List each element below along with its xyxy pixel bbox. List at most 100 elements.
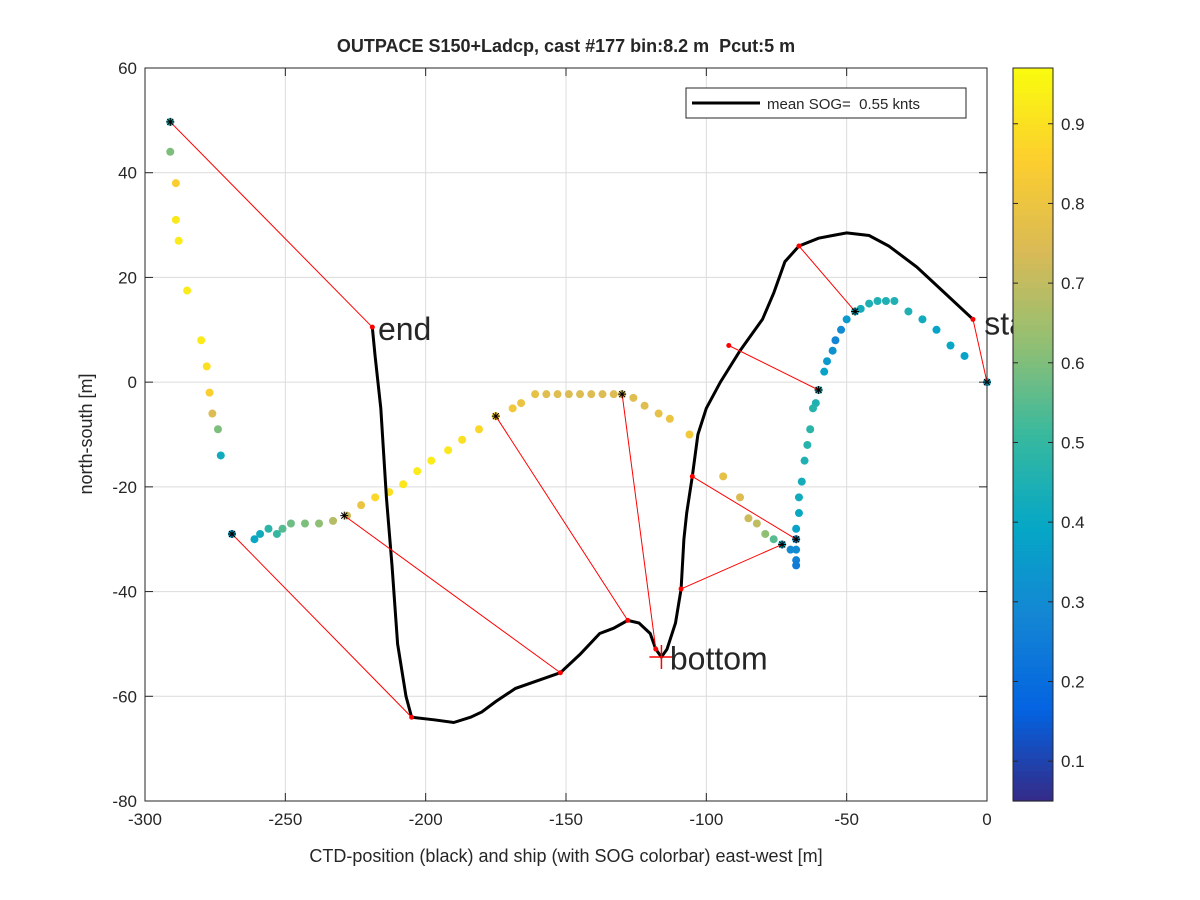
connector <box>728 345 819 391</box>
ship-point <box>794 493 803 502</box>
colorbar-swatch <box>1013 727 1053 735</box>
colorbar-swatch <box>1013 465 1053 472</box>
ship-point <box>881 296 890 305</box>
colorbar-swatch <box>1013 623 1053 631</box>
ctd-dot <box>653 646 659 652</box>
colorbar-swatch <box>1013 116 1053 124</box>
colorbar-swatch <box>1013 122 1053 130</box>
colorbar-swatch <box>1013 245 1053 252</box>
colorbar-swatch <box>1013 709 1053 717</box>
colorbar-swatch <box>1013 379 1053 387</box>
colorbar-swatch <box>1013 312 1053 320</box>
colorbar-swatch <box>1013 477 1053 484</box>
ship-point <box>803 440 812 449</box>
x-tick-label: -50 <box>834 810 859 829</box>
colorbar-swatch <box>1013 648 1053 655</box>
colorbar-swatch <box>1013 147 1053 155</box>
y-tick-label: 0 <box>128 373 137 392</box>
ship-point <box>315 519 324 528</box>
colorbar-swatch <box>1013 257 1053 265</box>
colorbar-tick-label: 0.4 <box>1061 513 1085 532</box>
ship-star <box>792 535 801 544</box>
colorbar-swatch <box>1013 330 1053 338</box>
colorbar-swatch <box>1013 202 1053 210</box>
ship-point <box>820 367 829 376</box>
ship-star <box>228 529 237 538</box>
ship-star <box>166 117 175 126</box>
ship-point <box>946 341 955 350</box>
ship-point <box>174 236 183 245</box>
ship-point <box>444 446 453 455</box>
colorbar-tick-label: 0.1 <box>1061 752 1085 771</box>
ship-point <box>873 296 882 305</box>
ship-star <box>851 307 860 316</box>
bottom-marker <box>649 645 674 670</box>
colorbar-swatch <box>1013 440 1053 448</box>
ctd-dot <box>369 324 375 330</box>
ship-point <box>831 336 840 345</box>
ship-point <box>806 425 815 434</box>
ship-point <box>216 451 225 460</box>
colorbar-swatch <box>1013 336 1053 344</box>
colorbar-swatch <box>1013 452 1053 460</box>
colorbar-swatch <box>1013 306 1053 313</box>
colorbar-swatch <box>1013 342 1053 350</box>
annotation: bottom <box>670 641 768 677</box>
colorbar-swatch <box>1013 263 1053 271</box>
ship-star <box>491 412 500 421</box>
colorbar-swatch <box>1013 92 1053 100</box>
colorbar-swatch <box>1013 788 1053 796</box>
colorbar-swatch <box>1013 232 1053 240</box>
colorbar-swatch <box>1013 654 1053 662</box>
colorbar-swatch <box>1013 794 1053 802</box>
colorbar-swatch <box>1013 764 1053 772</box>
colorbar-swatch <box>1013 599 1053 607</box>
ship-point <box>171 179 180 188</box>
colorbar-swatch <box>1013 294 1053 301</box>
ctd-dot <box>557 670 563 676</box>
colorbar-swatch <box>1013 373 1053 381</box>
colorbar-swatch <box>1013 287 1053 295</box>
x-tick-label: -250 <box>268 810 302 829</box>
colorbar-swatch <box>1013 410 1053 417</box>
colorbar-swatch <box>1013 355 1053 362</box>
colorbar-swatch <box>1013 184 1053 191</box>
ship-point <box>205 388 214 397</box>
colorbar-swatch <box>1013 739 1053 747</box>
ship-star <box>778 540 787 549</box>
colorbar-swatch <box>1013 697 1053 704</box>
colorbar-swatch <box>1013 416 1053 423</box>
ship-point <box>508 404 517 413</box>
colorbar-tick-label: 0.2 <box>1061 672 1085 691</box>
colorbar-swatch <box>1013 678 1053 686</box>
colorbar-swatch <box>1013 568 1053 576</box>
colorbar-swatch <box>1013 605 1053 613</box>
colorbar-swatch <box>1013 275 1053 283</box>
ship-point <box>213 425 222 434</box>
colorbar-box <box>1012 67 1054 802</box>
colorbar-swatch <box>1013 556 1053 564</box>
y-tick-label: 20 <box>118 268 137 287</box>
colorbar-swatch <box>1013 544 1053 552</box>
x-tick-label: -300 <box>128 810 162 829</box>
colorbar-swatch <box>1013 587 1053 594</box>
ctd-path <box>370 231 975 725</box>
colorbar-swatch <box>1013 300 1053 307</box>
y-tick-label: 60 <box>118 59 137 78</box>
ship-point <box>665 414 674 423</box>
colorbar-swatch <box>1013 86 1053 94</box>
ship-point <box>823 357 832 366</box>
colorbar-swatch <box>1013 214 1053 222</box>
legend-label: mean SOG= 0.55 knts <box>767 96 920 113</box>
colorbar-tick-label: 0.8 <box>1061 194 1085 213</box>
y-tick-label: -40 <box>112 583 137 602</box>
ship-point <box>629 393 638 402</box>
colorbar-swatch <box>1013 196 1053 203</box>
ctd-dot <box>970 316 976 322</box>
ship-point <box>904 307 913 316</box>
ship-point <box>736 493 745 502</box>
x-tick-label: 0 <box>982 810 991 829</box>
y-tick-label: -60 <box>112 687 137 706</box>
ship-point <box>890 296 899 305</box>
